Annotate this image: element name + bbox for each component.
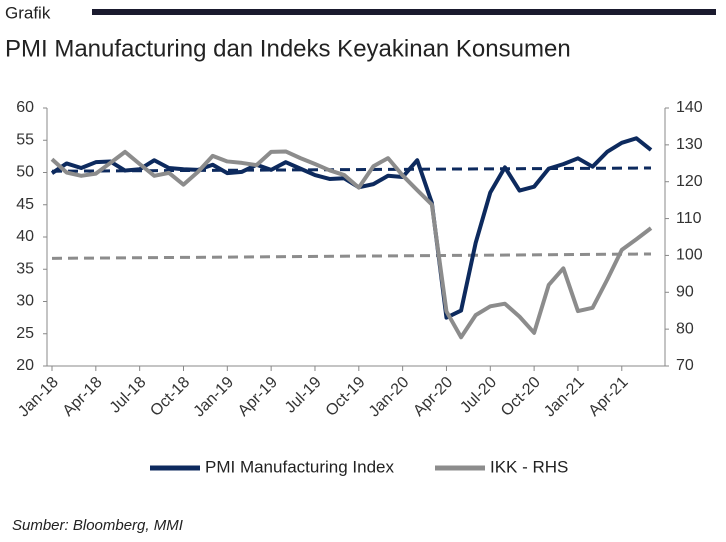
y-tick-label: 55 [16,131,34,148]
legend-label: IKK - RHS [490,457,568,476]
y2-tick-label: 110 [676,210,702,227]
y-tick-label: 40 [16,228,34,245]
x-tick-label: Apr-20 [410,374,456,420]
y-tick-label: 45 [16,196,34,213]
x-tick-label: Jul-18 [107,374,150,417]
x-tick-label: Apr-21 [586,374,632,420]
x-tick-label: Oct-19 [323,374,369,420]
x-tick-label: Jan-19 [191,374,238,421]
x-tick-label: Jul-19 [282,374,325,417]
x-tick-label: Apr-18 [60,374,106,420]
series-line [50,149,653,340]
y-tick-label: 50 [16,164,34,181]
y-tick-label: 35 [16,260,34,277]
x-tick-label: Jan-20 [366,374,413,421]
y2-tick-label: 100 [676,247,703,264]
y2-tick-label: 70 [676,357,694,374]
x-tick-label: Jul-20 [457,374,500,417]
x-tick-label: Apr-19 [235,374,281,420]
legend-label: PMI Manufacturing Index [205,457,394,476]
y2-tick-label: 90 [676,284,694,301]
y-tick-label: 25 [16,325,34,342]
y2-tick-label: 130 [676,136,703,153]
y-tick-label: 60 [16,99,34,116]
chart-title: PMI Manufacturing dan Indeks Keyakinan K… [5,35,571,62]
y2-tick-label: 140 [676,99,703,116]
y-tick-label: 20 [16,357,34,374]
x-tick-label: Oct-20 [498,374,544,420]
trend-line [51,252,652,260]
header: Grafik [5,3,51,22]
y2-tick-label: 120 [676,173,703,190]
y-tick-label: 30 [16,293,34,310]
x-tick-label: Oct-18 [147,374,193,420]
x-tick-label: Jan-18 [15,374,62,421]
source-note: Sumber: Bloomberg, MMI [12,517,183,534]
y2-tick-label: 80 [676,320,694,337]
x-tick-label: Jan-21 [541,374,588,421]
